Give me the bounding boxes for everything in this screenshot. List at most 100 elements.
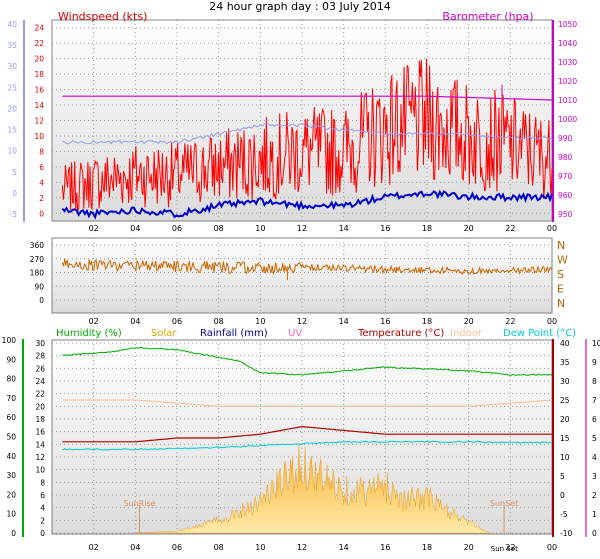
x-tick-label: 16: [380, 543, 390, 552]
temperature-tick-label: 30: [560, 377, 570, 386]
x-tick-label: 08: [214, 224, 224, 233]
barometer-tick-label: 950: [558, 210, 573, 219]
rainfall-tick-label: 2: [40, 516, 45, 525]
sunset-time-label: Sun Set: [491, 545, 518, 553]
outer-left-tick-label: -5: [10, 210, 18, 219]
rainfall-tick-label: 24: [35, 377, 45, 386]
humidity-tick-label: 80: [6, 375, 16, 384]
wind-tick-label: 18: [34, 70, 44, 79]
legend-label: UV: [288, 328, 302, 339]
outer-left-tick-label: 5: [12, 168, 17, 177]
rainfall-tick-label: 6: [40, 491, 45, 500]
barometer-tick-label: 960: [558, 191, 573, 200]
uv-tick-label: 8: [592, 377, 597, 386]
x-tick-label: 08: [214, 317, 224, 326]
x-tick-label: 04: [130, 317, 140, 326]
temperature-series-line: [62, 425, 552, 443]
uv-tick-label: 2: [592, 491, 597, 500]
x-tick-label: 10: [255, 224, 265, 233]
sunrise-label: SunRise: [123, 499, 155, 508]
wind-tick-label: 10: [34, 132, 44, 141]
uv-tick-label: 0: [592, 529, 597, 538]
barometer-tick-label: 980: [558, 153, 573, 162]
humidity-tick-label: 70: [6, 394, 16, 403]
uv-tick-label: 7: [592, 396, 597, 405]
x-tick-label: 04: [130, 224, 140, 233]
x-tick-label: 20: [464, 224, 474, 233]
outer-left-tick-label: 15: [7, 126, 17, 135]
barometer-tick-label: 1050: [558, 20, 577, 29]
direction-tick-label: 270: [30, 255, 45, 264]
x-tick-label: 06: [172, 317, 182, 326]
outer-left-tick-label: 40: [7, 20, 17, 29]
x-tick-label: 00: [547, 224, 557, 233]
wind-tick-label: 8: [39, 147, 44, 156]
humidity-tick-label: 60: [6, 413, 16, 422]
rainfall-tick-label: 16: [35, 428, 45, 437]
panel-weather: Humidity (%) Solar Rainfall (mm) UV Temperat…: [2, 328, 600, 553]
temperature-tick-label: 20: [560, 415, 570, 424]
outer-left-tick-label: 10: [7, 147, 17, 156]
x-tick-label: 12: [297, 543, 307, 552]
uv-tick-label: 10: [592, 339, 600, 348]
x-tick-label: 14: [339, 543, 349, 552]
barometer-tick-label: 1030: [558, 58, 577, 67]
temperature-tick-label: 10: [560, 453, 570, 462]
wind-tick-label: 12: [34, 117, 44, 126]
x-tick-label: 22: [505, 317, 515, 326]
wind-direction-series-line: [61, 258, 553, 276]
outer-left-tick-label: 35: [7, 41, 17, 50]
x-tick-label: 18: [422, 224, 432, 233]
outer-left-tick-label: 25: [7, 83, 17, 92]
legend-label: Humidity (%): [56, 328, 122, 339]
direction-tick-label: 90: [34, 282, 44, 291]
x-tick-label: 14: [339, 317, 349, 326]
legend-label: Rainfall (mm): [200, 328, 268, 339]
humidity-tick-label: 0: [11, 529, 16, 538]
rainfall-tick-label: 10: [35, 466, 45, 475]
humidity-tick-label: 90: [6, 355, 16, 364]
compass-label: S: [557, 268, 564, 281]
outer-left-tick-label: 20: [7, 104, 17, 113]
dew-point-series-line: [62, 440, 553, 451]
solar-series-area: [135, 442, 490, 534]
wind-axis-title: Windspeed (kts): [58, 10, 147, 23]
wind-tick-label: 16: [34, 86, 44, 95]
temperature-tick-label: 5: [560, 472, 565, 481]
rainfall-tick-label: 28: [35, 352, 45, 361]
temperature-tick-label: -10: [560, 529, 572, 538]
direction-tick-label: 360: [30, 241, 45, 250]
x-tick-label: 00: [547, 317, 557, 326]
outer-left-tick-label: 0: [12, 189, 17, 198]
barometer-tick-label: 1000: [558, 115, 577, 124]
compass-label: N: [557, 239, 565, 252]
barometer-tick-label: 1010: [558, 96, 577, 105]
temperature-tick-label: -5: [560, 510, 568, 519]
rainfall-tick-label: 14: [35, 440, 45, 449]
wind-tick-label: 0: [39, 209, 44, 218]
panel-wind-barometer: Windspeed (kts) Barometer (hpa)-505101520…: [7, 10, 577, 233]
legend-label: Indoor: [450, 328, 483, 339]
uv-tick-label: 4: [592, 453, 597, 462]
x-tick-label: 02: [89, 317, 99, 326]
x-tick-label: 04: [130, 543, 140, 552]
wind-tick-label: 6: [39, 163, 44, 172]
wind-tick-label: 24: [34, 24, 44, 33]
x-tick-label: 18: [422, 543, 432, 552]
humidity-tick-label: 10: [6, 510, 16, 519]
x-tick-label: 02: [89, 224, 99, 233]
barometer-series-line: [62, 95, 553, 101]
rainfall-tick-label: 0: [40, 529, 45, 538]
humidity-tick-label: 40: [6, 452, 16, 461]
barometer-tick-label: 970: [558, 172, 573, 181]
wind-tick-label: 2: [39, 194, 44, 203]
humidity-tick-label: 20: [6, 490, 16, 499]
blue-series-line: [61, 189, 553, 220]
outer-left-tick-label: 30: [7, 62, 17, 71]
rainfall-tick-label: 26: [35, 364, 45, 373]
temperature-tick-label: 40: [560, 339, 570, 348]
rainfall-tick-label: 4: [40, 504, 45, 513]
humidity-tick-label: 100: [2, 336, 17, 345]
